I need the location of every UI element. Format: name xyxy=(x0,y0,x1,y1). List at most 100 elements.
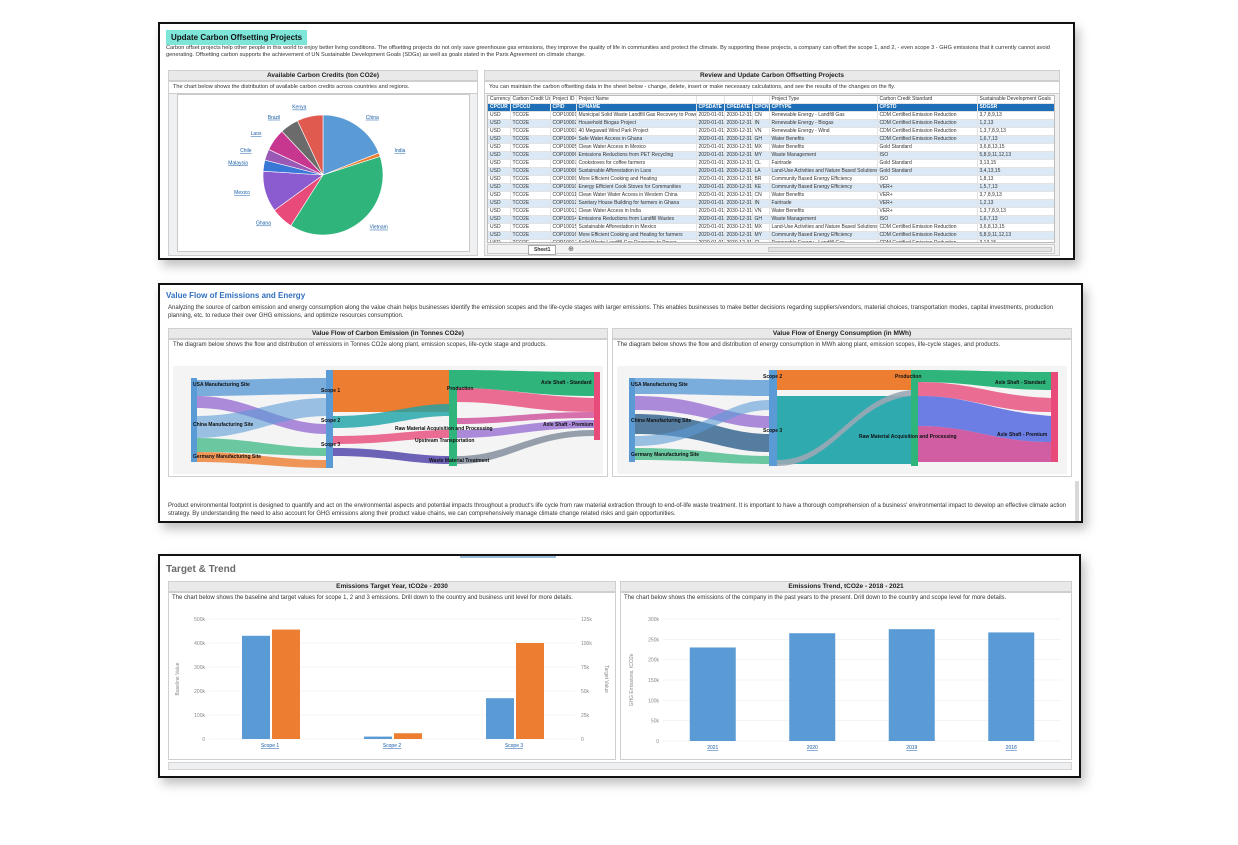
sheet-cell[interactable]: MY xyxy=(752,231,770,240)
sheet-cell[interactable]: COP10004 xyxy=(550,135,577,144)
sheet-cell[interactable]: 2020-01-01 xyxy=(696,159,725,168)
sheet-cell[interactable]: TCO2E xyxy=(510,119,551,128)
sheet-cell[interactable]: 2020-01-01 xyxy=(696,167,725,176)
sheet-cell[interactable]: VN xyxy=(752,127,770,136)
horizontal-scrollbar[interactable] xyxy=(768,247,1052,252)
sheet-cell[interactable]: TCO2E xyxy=(510,231,551,240)
sheet-cell[interactable]: 5,8,9,11,12,13 xyxy=(977,231,1054,240)
sheet-cell[interactable]: COP10003 xyxy=(550,127,577,136)
sheet-cell[interactable]: COP10009 xyxy=(550,175,577,184)
sheet-cell[interactable]: USD xyxy=(488,119,511,128)
sheet-cell[interactable]: CN xyxy=(752,191,770,200)
sheet-cell[interactable]: COP10012 xyxy=(550,199,577,208)
sheet-cell[interactable]: Land-Use Activities and Nature Based Sol… xyxy=(769,167,878,176)
sheet-cell[interactable]: TCO2E xyxy=(510,175,551,184)
sheet-cell[interactable]: USD xyxy=(488,215,511,224)
sheet-cell[interactable]: Community Based Energy Efficiency xyxy=(769,231,878,240)
pie-slice[interactable] xyxy=(290,156,384,236)
sheet-cell[interactable]: Emissions Reductions from PET Recycling xyxy=(576,151,697,160)
spreadsheet[interactable]: Currency Carbon Credit Unit Project ID Proj… xyxy=(487,95,1055,243)
sheet-cell[interactable]: VER+ xyxy=(877,199,978,208)
pie-label[interactable]: Brazil xyxy=(268,115,281,121)
sheet-cell[interactable]: TCO2E xyxy=(510,111,551,120)
sheet-cell[interactable]: 2020-01-01 xyxy=(696,191,725,200)
sheet-cell[interactable]: 2030-12-31 xyxy=(724,239,753,242)
sheet-cell[interactable]: CL xyxy=(752,239,770,242)
sheet-cell[interactable]: 2030-12-31 xyxy=(724,191,753,200)
pie-slice[interactable] xyxy=(322,114,380,176)
sheet-cell[interactable]: Renewable Energy - Biogas xyxy=(769,119,878,128)
sheet-column-header[interactable]: CPID xyxy=(550,103,577,112)
sheet-cell[interactable]: VER+ xyxy=(877,191,978,200)
sheet-cell[interactable]: 3,13,15 xyxy=(977,239,1054,242)
sheet-cell[interactable]: Municipal Solid Waste Landfill Gas Recov… xyxy=(576,111,697,120)
sheet-cell[interactable]: 3,7,8,9,13 xyxy=(977,111,1054,120)
sheet-cell[interactable]: ISO xyxy=(877,215,978,224)
sheet-cell[interactable]: USD xyxy=(488,239,511,242)
sheet-cell[interactable]: USD xyxy=(488,191,511,200)
sheet-column-header[interactable]: CPCNTY xyxy=(752,103,770,112)
x-category-label[interactable]: 2019 xyxy=(906,745,917,751)
sheet-cell[interactable]: Water Benefits xyxy=(769,191,878,200)
sheet-cell[interactable]: Water Benefits xyxy=(769,135,878,144)
target-bar[interactable] xyxy=(394,733,422,739)
sheet-cell[interactable]: CDM Certified Emission Reduction xyxy=(877,223,978,232)
sheet-cell[interactable]: 2020-01-01 xyxy=(696,111,725,120)
sheet-cell[interactable]: Energy Efficient Cook Stoves for Communi… xyxy=(576,183,697,192)
sheet-cell[interactable]: Waste Management xyxy=(769,215,878,224)
sheet-cell[interactable]: Gold Standard xyxy=(877,143,978,152)
sheet-cell[interactable]: COP10014 xyxy=(550,215,577,224)
sheet-cell[interactable]: USD xyxy=(488,111,511,120)
sheet-cell[interactable]: USD xyxy=(488,223,511,232)
sheet-cell[interactable]: 2020-01-01 xyxy=(696,239,725,242)
sheet-cell[interactable]: 2030-12-31 xyxy=(724,175,753,184)
add-sheet-button[interactable]: ⊕ xyxy=(568,246,574,253)
pie-label[interactable]: India xyxy=(395,148,406,154)
pie-slice[interactable] xyxy=(297,114,324,176)
target-bar[interactable] xyxy=(272,629,300,739)
sheet-cell[interactable]: 2020-01-01 xyxy=(696,207,725,216)
sheet-cell[interactable]: CDM Certified Emission Reduction xyxy=(877,111,978,120)
sheet-cell[interactable]: Water Benefits xyxy=(769,143,878,152)
sheet-cell[interactable]: 3,7,8,9,13 xyxy=(977,191,1054,200)
sheet-cell[interactable]: 3,6,8,13,15 xyxy=(977,143,1054,152)
x-category-label[interactable]: 2018 xyxy=(1006,745,1017,751)
sheet-cell[interactable]: 5,8,9,11,12,13 xyxy=(977,151,1054,160)
sheet-cell[interactable]: Fairtrade xyxy=(769,159,878,168)
sheet-cell[interactable]: LA xyxy=(752,167,770,176)
sheet-cell[interactable]: COP10011 xyxy=(550,191,577,200)
sheet-cell[interactable]: 2020-01-01 xyxy=(696,215,725,224)
x-category-label[interactable]: 2020 xyxy=(807,745,818,751)
sheet-cell[interactable]: 2030-12-31 xyxy=(724,199,753,208)
sheet-cell[interactable]: COP10005 xyxy=(550,143,577,152)
sheet-column-header[interactable]: CPCUR xyxy=(488,103,511,112)
sheet-cell[interactable]: Fairtrade xyxy=(769,199,878,208)
pie-label[interactable]: Mexico xyxy=(234,190,250,196)
sheet-cell[interactable]: USD xyxy=(488,151,511,160)
sheet-cell[interactable]: Land-Use Activities and Nature Based Sol… xyxy=(769,223,878,232)
sheet-cell[interactable]: USD xyxy=(488,159,511,168)
sheet-cell[interactable]: COP10017 xyxy=(550,239,577,242)
sheet-column-header[interactable]: CPSDATE xyxy=(696,103,725,112)
sheet-cell[interactable]: GH xyxy=(752,215,770,224)
sheet-cell[interactable]: USD xyxy=(488,135,511,144)
sheet-cell[interactable]: COP10006 xyxy=(550,151,577,160)
sheet-cell[interactable]: USD xyxy=(488,175,511,184)
sheet1-tab[interactable]: Sheet1 xyxy=(528,245,557,255)
sheet-cell[interactable]: VN xyxy=(752,207,770,216)
sheet-cell[interactable]: COP10007 xyxy=(550,159,577,168)
sheet-cell[interactable]: Renewable Energy - Landfill Gas xyxy=(769,111,878,120)
sheet-cell[interactable]: 1,3,7,8,9,13 xyxy=(977,207,1054,216)
sheet-cell[interactable]: 2030-12-31 xyxy=(724,111,753,120)
sheet-cell[interactable]: BR xyxy=(752,175,770,184)
sheet-column-header[interactable]: CPTYPE xyxy=(769,103,878,112)
sheet-cell[interactable]: COP10002 xyxy=(550,119,577,128)
sheet-cell[interactable]: 2020-01-01 xyxy=(696,119,725,128)
vertical-scrollbar[interactable] xyxy=(1075,481,1079,521)
sheet-cell[interactable]: GH xyxy=(752,135,770,144)
sheet-cell[interactable]: Safe Water Access in Ghana xyxy=(576,135,697,144)
sheet-cell[interactable]: 40 Megawatt Wind Park Project xyxy=(576,127,697,136)
sheet-column-header[interactable]: CPCCU xyxy=(510,103,551,112)
sheet-cell[interactable]: 2020-01-01 xyxy=(696,199,725,208)
baseline-bar[interactable] xyxy=(242,635,270,739)
